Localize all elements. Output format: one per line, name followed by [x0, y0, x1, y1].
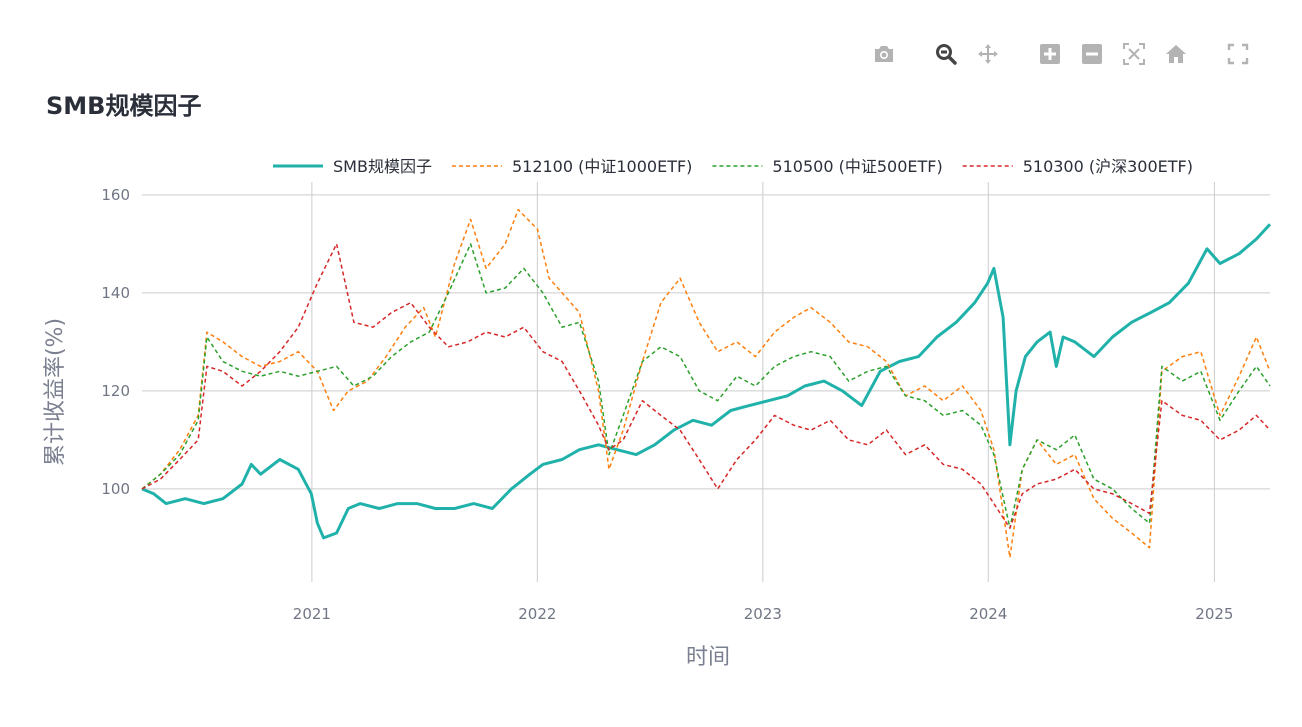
legend-label: 510300 (沪深300ETF) [1023, 157, 1193, 176]
zoom-in-icon[interactable] [1036, 40, 1064, 68]
legend-label: 510500 (中证500ETF) [772, 157, 942, 176]
series-lines [141, 208, 1272, 559]
y-tick-label: 100 [101, 480, 130, 498]
x-tick-label: 2025 [1195, 605, 1233, 623]
y-axis-title: 累计收益率(%) [43, 318, 68, 466]
y-tick-label: 120 [101, 382, 130, 400]
x-axis-title: 时间 [686, 645, 730, 670]
series-line-3 [141, 243, 1271, 529]
axis-ticks: 100 120 140 160 2021 2022 2023 2024 2025 [101, 186, 1233, 623]
y-tick-label: 160 [101, 186, 130, 204]
x-tick-label: 2021 [293, 605, 331, 623]
home-icon[interactable] [1162, 40, 1190, 68]
series-line-2 [141, 243, 1271, 529]
grid-lines [142, 182, 1270, 582]
legend-label: 512100 (中证1000ETF) [512, 157, 692, 176]
zoom-icon[interactable] [932, 40, 960, 68]
modebar [870, 40, 1252, 68]
legend-label: SMB规模因子 [333, 157, 432, 176]
x-tick-label: 2024 [969, 605, 1007, 623]
fullscreen-icon[interactable] [1224, 40, 1252, 68]
pan-icon[interactable] [974, 40, 1002, 68]
x-tick-label: 2022 [518, 605, 556, 623]
y-tick-label: 140 [101, 284, 130, 302]
legend[interactable]: SMB规模因子 512100 (中证1000ETF) 510500 (中证500ET… [273, 157, 1193, 176]
legend-item-1[interactable]: 512100 (中证1000ETF) [451, 157, 692, 176]
series-line-0 [141, 223, 1272, 540]
autoscale-icon[interactable] [1120, 40, 1148, 68]
x-tick-label: 2023 [744, 605, 782, 623]
legend-item-2[interactable]: 510500 (中证500ETF) [712, 157, 943, 176]
series-line-1 [141, 208, 1271, 559]
chart-title: SMB规模因子 [46, 92, 202, 120]
legend-item-0[interactable]: SMB规模因子 [273, 157, 432, 176]
camera-icon[interactable] [870, 40, 898, 68]
legend-item-3[interactable]: 510300 (沪深300ETF) [962, 157, 1193, 176]
zoom-out-icon[interactable] [1078, 40, 1106, 68]
